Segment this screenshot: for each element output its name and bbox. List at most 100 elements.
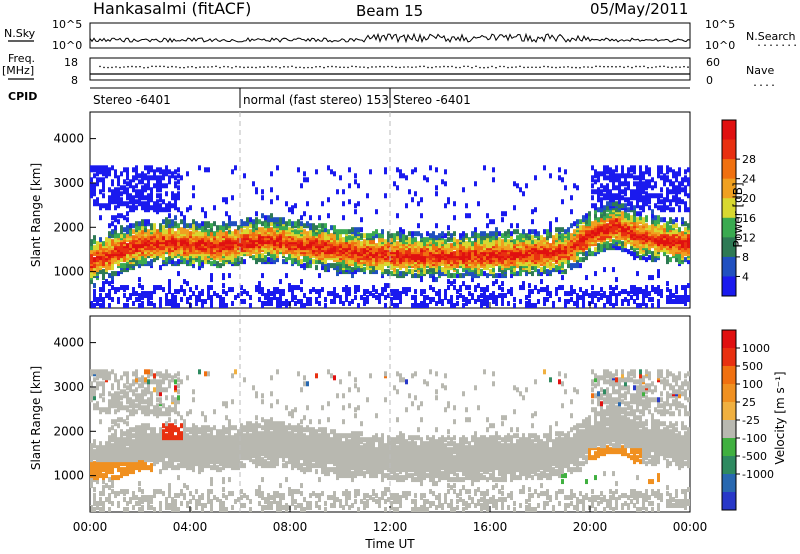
power-cell (363, 289, 366, 295)
power-cell (174, 221, 177, 227)
power-cell (225, 303, 228, 308)
power-cell (360, 295, 363, 301)
power-cell (636, 271, 639, 277)
power-cell (117, 187, 120, 193)
power-cell (303, 223, 306, 229)
power-cell (498, 241, 501, 247)
power-cell (159, 297, 162, 303)
power-cell (513, 297, 516, 303)
power-cell (174, 249, 177, 255)
power-cell (345, 291, 348, 297)
power-cell (195, 221, 198, 227)
nave-dot (395, 66, 397, 69)
power-cell (543, 165, 546, 171)
power-cell (360, 217, 363, 223)
power-cell (375, 209, 378, 215)
power-cell (423, 175, 426, 181)
power-cell (399, 173, 402, 179)
power-cell (192, 185, 195, 191)
power-cell (390, 301, 393, 307)
power-cell (594, 189, 597, 195)
power-cell (615, 245, 618, 251)
power-cell (354, 179, 357, 185)
power-cell (447, 237, 450, 243)
nave-dot (303, 66, 305, 69)
power-cell (624, 173, 627, 179)
power-cell (642, 297, 645, 303)
nave-dot (243, 66, 245, 69)
power-cell (678, 295, 681, 301)
power-cell (168, 175, 171, 181)
power-cell (342, 259, 345, 265)
power-cell (432, 231, 435, 237)
power-cell (651, 185, 654, 191)
power-cell (240, 219, 243, 225)
power-cell (102, 285, 105, 291)
power-cell (408, 269, 411, 275)
power-cell (183, 219, 186, 225)
power-cell (300, 183, 303, 189)
power-cell (609, 285, 612, 291)
power-cell (621, 299, 624, 305)
power-cell (570, 263, 573, 269)
power-cell (543, 297, 546, 303)
power-cell (144, 183, 147, 189)
power-cell (651, 257, 654, 263)
nave-label: Nave (746, 64, 774, 77)
power-cell (447, 299, 450, 305)
power-cell (123, 303, 126, 308)
power-cell (396, 231, 399, 237)
power-cell (567, 291, 570, 297)
power-cell (126, 225, 129, 231)
power-cell (564, 299, 567, 305)
power-cell (435, 185, 438, 191)
power-cell (633, 299, 636, 305)
power-cell (423, 295, 426, 301)
power-cell (210, 223, 213, 229)
power-cell (231, 255, 234, 261)
power-cell (645, 215, 648, 221)
power-cell (474, 231, 477, 237)
power-cell (483, 231, 486, 237)
power-cell (399, 169, 402, 175)
power-cell (414, 241, 417, 247)
power-cell (303, 303, 306, 308)
power-cell (570, 195, 573, 201)
power-cell (351, 243, 354, 249)
power-cell (153, 169, 156, 175)
nave-dot (187, 66, 189, 68)
power-cell (531, 209, 534, 215)
power-cell (501, 217, 504, 223)
power-cell (651, 193, 654, 199)
power-cell (657, 291, 660, 297)
power-cell (96, 241, 99, 247)
nave-dot (99, 65, 101, 68)
power-cell (507, 245, 510, 251)
power-cell (369, 169, 372, 175)
power-cell (684, 185, 687, 191)
power-cell (537, 231, 540, 237)
power-cell (516, 235, 519, 241)
power-cell (219, 229, 222, 235)
power-cell (153, 303, 156, 308)
power-cell (201, 207, 204, 213)
power-cell (276, 165, 279, 171)
power-cell (465, 297, 468, 303)
power-cell (120, 251, 123, 257)
power-cell (93, 173, 96, 179)
power-cell (165, 203, 168, 209)
velocity-cell (99, 507, 102, 512)
power-cell (576, 185, 579, 191)
power-cell (666, 259, 669, 265)
power-cell (411, 269, 414, 275)
power-cell (114, 173, 117, 179)
power-cell (264, 293, 267, 299)
power-cell (561, 275, 564, 281)
power-cell (681, 295, 684, 301)
nave-dot (551, 66, 553, 69)
velocity-cell (93, 387, 96, 393)
power-cell (597, 187, 600, 193)
power-cell (588, 221, 591, 227)
power-cell (612, 229, 615, 235)
nave-dot (319, 65, 321, 68)
